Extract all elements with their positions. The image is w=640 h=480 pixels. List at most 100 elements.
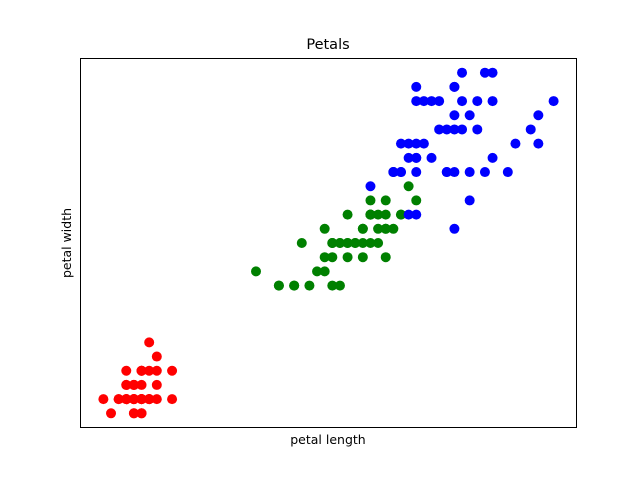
data-point-series-3-23 bbox=[533, 138, 544, 149]
data-point-series-3-42 bbox=[411, 96, 422, 107]
data-point-series-2-34 bbox=[411, 195, 422, 206]
data-point-series-1-20 bbox=[136, 379, 147, 390]
data-point-series-1-47 bbox=[144, 394, 155, 405]
data-point-series-3-16 bbox=[426, 96, 437, 107]
data-point-series-3-13 bbox=[441, 124, 452, 135]
data-point-series-3-30 bbox=[464, 195, 475, 206]
data-point-series-3-31 bbox=[487, 152, 498, 163]
data-point-series-2-47 bbox=[342, 238, 353, 248]
data-point-series-3-28 bbox=[395, 167, 406, 178]
points-layer bbox=[98, 67, 559, 419]
data-point-series-1-36 bbox=[113, 394, 124, 405]
data-point-series-3-8 bbox=[502, 167, 513, 178]
data-point-series-2-27 bbox=[388, 223, 399, 234]
data-point-series-3-10 bbox=[487, 67, 498, 78]
data-point-series-2-37 bbox=[380, 209, 391, 220]
data-point-series-1-21 bbox=[151, 394, 162, 405]
data-point-series-3-49 bbox=[434, 96, 445, 107]
data-point-series-3-50 bbox=[411, 167, 422, 178]
data-point-series-2-33 bbox=[319, 252, 330, 263]
data-point-series-3-35 bbox=[449, 223, 460, 234]
data-point-series-1-23 bbox=[98, 394, 109, 405]
data-point-series-2-35 bbox=[365, 209, 376, 220]
data-point-series-2-26 bbox=[357, 223, 368, 234]
data-point-series-2-18 bbox=[334, 280, 345, 291]
data-point-series-1-44 bbox=[144, 337, 155, 348]
data-point-series-1-24 bbox=[151, 351, 162, 362]
data-point-series-3-33 bbox=[449, 110, 460, 121]
data-point-series-2-32 bbox=[304, 280, 315, 291]
data-point-series-1-14 bbox=[106, 408, 117, 419]
data-point-series-3-46 bbox=[418, 96, 429, 107]
data-point-series-2-9 bbox=[373, 238, 384, 248]
data-point-series-2-50 bbox=[334, 238, 345, 248]
data-point-series-2-23 bbox=[395, 209, 406, 220]
data-point-series-1-6 bbox=[151, 365, 162, 376]
data-point-series-2-48 bbox=[350, 238, 361, 248]
data-point-series-3-4 bbox=[449, 167, 460, 178]
data-point-series-3-48 bbox=[418, 138, 429, 149]
data-point-series-3-47 bbox=[403, 152, 414, 163]
data-point-series-3-40 bbox=[434, 124, 445, 135]
data-point-series-3-41 bbox=[449, 81, 460, 92]
data-point-series-2-38 bbox=[357, 238, 368, 248]
data-point-series-2-12 bbox=[342, 209, 353, 220]
chart-title: Petals bbox=[306, 37, 349, 53]
data-point-series-2-5 bbox=[373, 209, 384, 220]
x-axis-label: petal length bbox=[290, 432, 365, 447]
data-point-series-3-38 bbox=[441, 167, 452, 178]
data-point-series-1-19 bbox=[151, 379, 162, 390]
data-point-series-1-25 bbox=[167, 394, 178, 405]
data-point-series-3-19 bbox=[548, 96, 559, 107]
data-point-series-3-14 bbox=[403, 138, 414, 149]
data-point-series-3-32 bbox=[510, 138, 521, 149]
data-point-series-1-49 bbox=[136, 394, 147, 405]
y-axis-label: petal width bbox=[59, 208, 74, 278]
data-point-series-1-45 bbox=[167, 365, 178, 376]
data-point-series-3-1 bbox=[479, 67, 490, 78]
data-point-series-1-38 bbox=[128, 408, 139, 419]
data-point-series-3-39 bbox=[388, 167, 399, 178]
data-point-series-2-13 bbox=[327, 280, 338, 291]
data-point-series-3-9 bbox=[464, 167, 475, 178]
data-point-series-1-42 bbox=[121, 379, 132, 390]
data-point-series-2-43 bbox=[327, 252, 338, 263]
data-point-series-2-28 bbox=[403, 181, 414, 192]
data-point-series-2-15 bbox=[296, 238, 307, 248]
data-point-series-1-27 bbox=[144, 365, 155, 376]
data-point-series-1-32 bbox=[136, 365, 147, 376]
data-point-series-3-22 bbox=[395, 138, 406, 149]
data-point-series-2-46 bbox=[342, 252, 353, 263]
data-point-series-3-18 bbox=[533, 110, 544, 121]
data-point-series-3-15 bbox=[411, 81, 422, 92]
data-point-series-2-49 bbox=[251, 266, 262, 277]
data-point-series-3-34 bbox=[411, 209, 422, 220]
data-point-series-3-20 bbox=[403, 209, 414, 220]
data-point-series-3-29 bbox=[449, 124, 460, 135]
data-point-series-3-5 bbox=[464, 110, 475, 121]
data-point-series-3-21 bbox=[457, 96, 468, 107]
data-point-series-2-31 bbox=[312, 266, 323, 277]
data-point-series-2-7 bbox=[380, 195, 391, 206]
data-point-series-3-44 bbox=[472, 96, 483, 107]
data-point-series-2-40 bbox=[327, 238, 338, 248]
data-point-series-3-45 bbox=[457, 67, 468, 78]
plot-frame bbox=[80, 58, 577, 428]
data-point-series-2-41 bbox=[357, 252, 368, 263]
data-point-series-3-43 bbox=[411, 152, 422, 163]
data-point-series-2-36 bbox=[365, 195, 376, 206]
data-point-series-1-50 bbox=[128, 394, 139, 405]
data-point-series-1-43 bbox=[121, 394, 132, 405]
data-point-series-2-30 bbox=[289, 280, 300, 291]
data-point-series-3-11 bbox=[411, 138, 422, 149]
data-point-series-2-24 bbox=[380, 252, 391, 263]
data-point-series-2-20 bbox=[319, 266, 330, 277]
data-point-series-2-10 bbox=[319, 223, 330, 234]
data-point-series-3-6 bbox=[525, 124, 536, 135]
data-point-series-1-46 bbox=[128, 379, 139, 390]
data-point-series-3-3 bbox=[472, 124, 483, 135]
data-point-series-3-7 bbox=[365, 181, 376, 192]
data-point-series-3-26 bbox=[479, 167, 490, 178]
data-point-series-1-33 bbox=[136, 408, 147, 419]
